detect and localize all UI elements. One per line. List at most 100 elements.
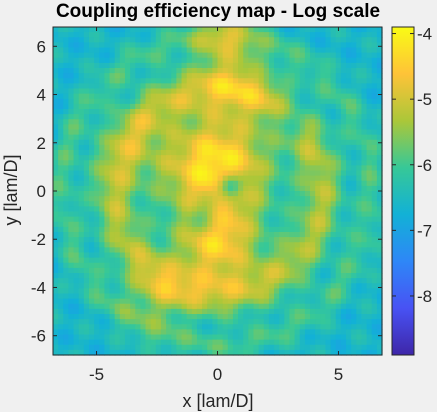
heatmap-cell xyxy=(279,165,285,172)
heatmap-cell xyxy=(335,119,342,125)
heatmap-cell xyxy=(176,62,183,69)
heatmap-cell xyxy=(351,303,357,310)
heatmap-cell xyxy=(176,160,183,166)
heatmap-cell xyxy=(335,201,342,207)
heatmap-cell xyxy=(160,334,167,341)
heatmap-cell xyxy=(99,298,106,305)
heatmap-cell xyxy=(289,344,296,351)
heatmap-cell xyxy=(340,180,347,187)
heatmap-cell xyxy=(202,170,208,177)
heatmap-cell xyxy=(263,78,270,84)
heatmap-cell xyxy=(274,62,280,69)
heatmap-cell xyxy=(253,314,260,320)
heatmap-cell xyxy=(191,32,198,38)
heatmap-cell xyxy=(88,211,95,218)
heatmap-cell xyxy=(299,139,306,146)
heatmap-cell xyxy=(130,226,136,233)
heatmap-cell xyxy=(109,308,116,315)
heatmap-cell xyxy=(166,267,172,274)
heatmap-cell xyxy=(310,62,316,69)
heatmap-cell xyxy=(63,303,70,310)
heatmap-cell xyxy=(371,247,378,254)
heatmap-cell xyxy=(58,221,64,228)
heatmap-cell xyxy=(53,52,59,59)
heatmap-cell xyxy=(294,155,301,161)
heatmap-cell xyxy=(124,32,131,38)
heatmap-cell xyxy=(88,293,95,300)
heatmap-cell xyxy=(124,37,131,43)
heatmap-cell xyxy=(310,83,316,90)
heatmap-cell xyxy=(268,165,275,172)
heatmap-cell xyxy=(268,62,275,69)
heatmap-cell xyxy=(68,27,75,33)
heatmap-cell xyxy=(140,83,147,90)
heatmap-cell xyxy=(356,47,363,54)
heatmap-cell xyxy=(212,47,219,54)
heatmap-cell xyxy=(340,175,347,182)
heatmap-cell xyxy=(109,144,116,151)
heatmap-cell xyxy=(315,221,321,228)
heatmap-cell xyxy=(145,237,152,243)
heatmap-cell xyxy=(299,62,306,69)
heatmap-cell xyxy=(263,32,270,38)
heatmap-cell xyxy=(135,165,141,172)
heatmap-cell xyxy=(63,144,70,151)
heatmap-cell xyxy=(279,288,285,295)
heatmap-cell xyxy=(366,232,373,238)
heatmap-cell xyxy=(248,288,255,295)
heatmap-cell xyxy=(186,175,193,182)
heatmap-cell xyxy=(212,37,219,43)
heatmap-cell xyxy=(366,129,373,136)
heatmap-cell xyxy=(53,129,59,136)
heatmap-cell xyxy=(274,98,280,105)
heatmap-cell xyxy=(232,324,239,330)
heatmap-cell xyxy=(325,170,332,177)
heatmap-cell xyxy=(248,211,255,218)
heatmap-cell xyxy=(284,329,291,336)
heatmap-cell xyxy=(330,185,337,192)
heatmap-cell xyxy=(284,206,291,213)
heatmap-cell xyxy=(289,129,296,136)
heatmap-cell xyxy=(299,180,306,187)
heatmap-cell xyxy=(289,57,296,64)
heatmap-cell xyxy=(289,160,296,166)
heatmap-cell xyxy=(310,93,316,100)
heatmap-cell xyxy=(212,180,219,187)
heatmap-cell xyxy=(304,283,311,289)
heatmap-cell xyxy=(330,242,337,248)
heatmap-cell xyxy=(150,314,157,320)
heatmap-cell xyxy=(238,319,244,325)
heatmap-cell xyxy=(78,273,85,279)
heatmap-cell xyxy=(248,170,255,177)
heatmap-cell xyxy=(68,103,75,110)
heatmap-cell xyxy=(63,334,70,341)
heatmap-cell xyxy=(356,134,363,141)
heatmap-cell xyxy=(217,62,224,69)
heatmap-cell xyxy=(340,211,347,218)
heatmap-cell xyxy=(253,62,260,69)
heatmap-cell xyxy=(68,165,75,172)
heatmap-cell xyxy=(212,288,219,295)
heatmap-cell xyxy=(53,257,59,264)
heatmap-cell xyxy=(166,124,172,131)
heatmap-cell xyxy=(268,273,275,279)
heatmap-cell xyxy=(94,242,100,248)
heatmap-cell xyxy=(202,103,208,110)
heatmap-cell xyxy=(258,62,265,69)
heatmap-cell xyxy=(68,314,75,320)
heatmap-cell xyxy=(63,175,70,182)
heatmap-cell xyxy=(330,27,337,33)
heatmap-cell xyxy=(114,191,121,197)
heatmap-cell xyxy=(258,232,265,238)
heatmap-cell xyxy=(310,329,316,336)
heatmap-cell xyxy=(361,257,368,264)
heatmap-cell xyxy=(258,329,265,336)
heatmap-cell xyxy=(330,170,337,177)
heatmap-cell xyxy=(88,273,95,279)
heatmap-cell xyxy=(279,139,285,146)
heatmap-cell xyxy=(361,216,368,223)
heatmap-cell xyxy=(320,278,327,284)
heatmap-cell xyxy=(68,349,75,356)
heatmap-cell xyxy=(140,62,147,69)
heatmap-cell xyxy=(207,114,213,120)
